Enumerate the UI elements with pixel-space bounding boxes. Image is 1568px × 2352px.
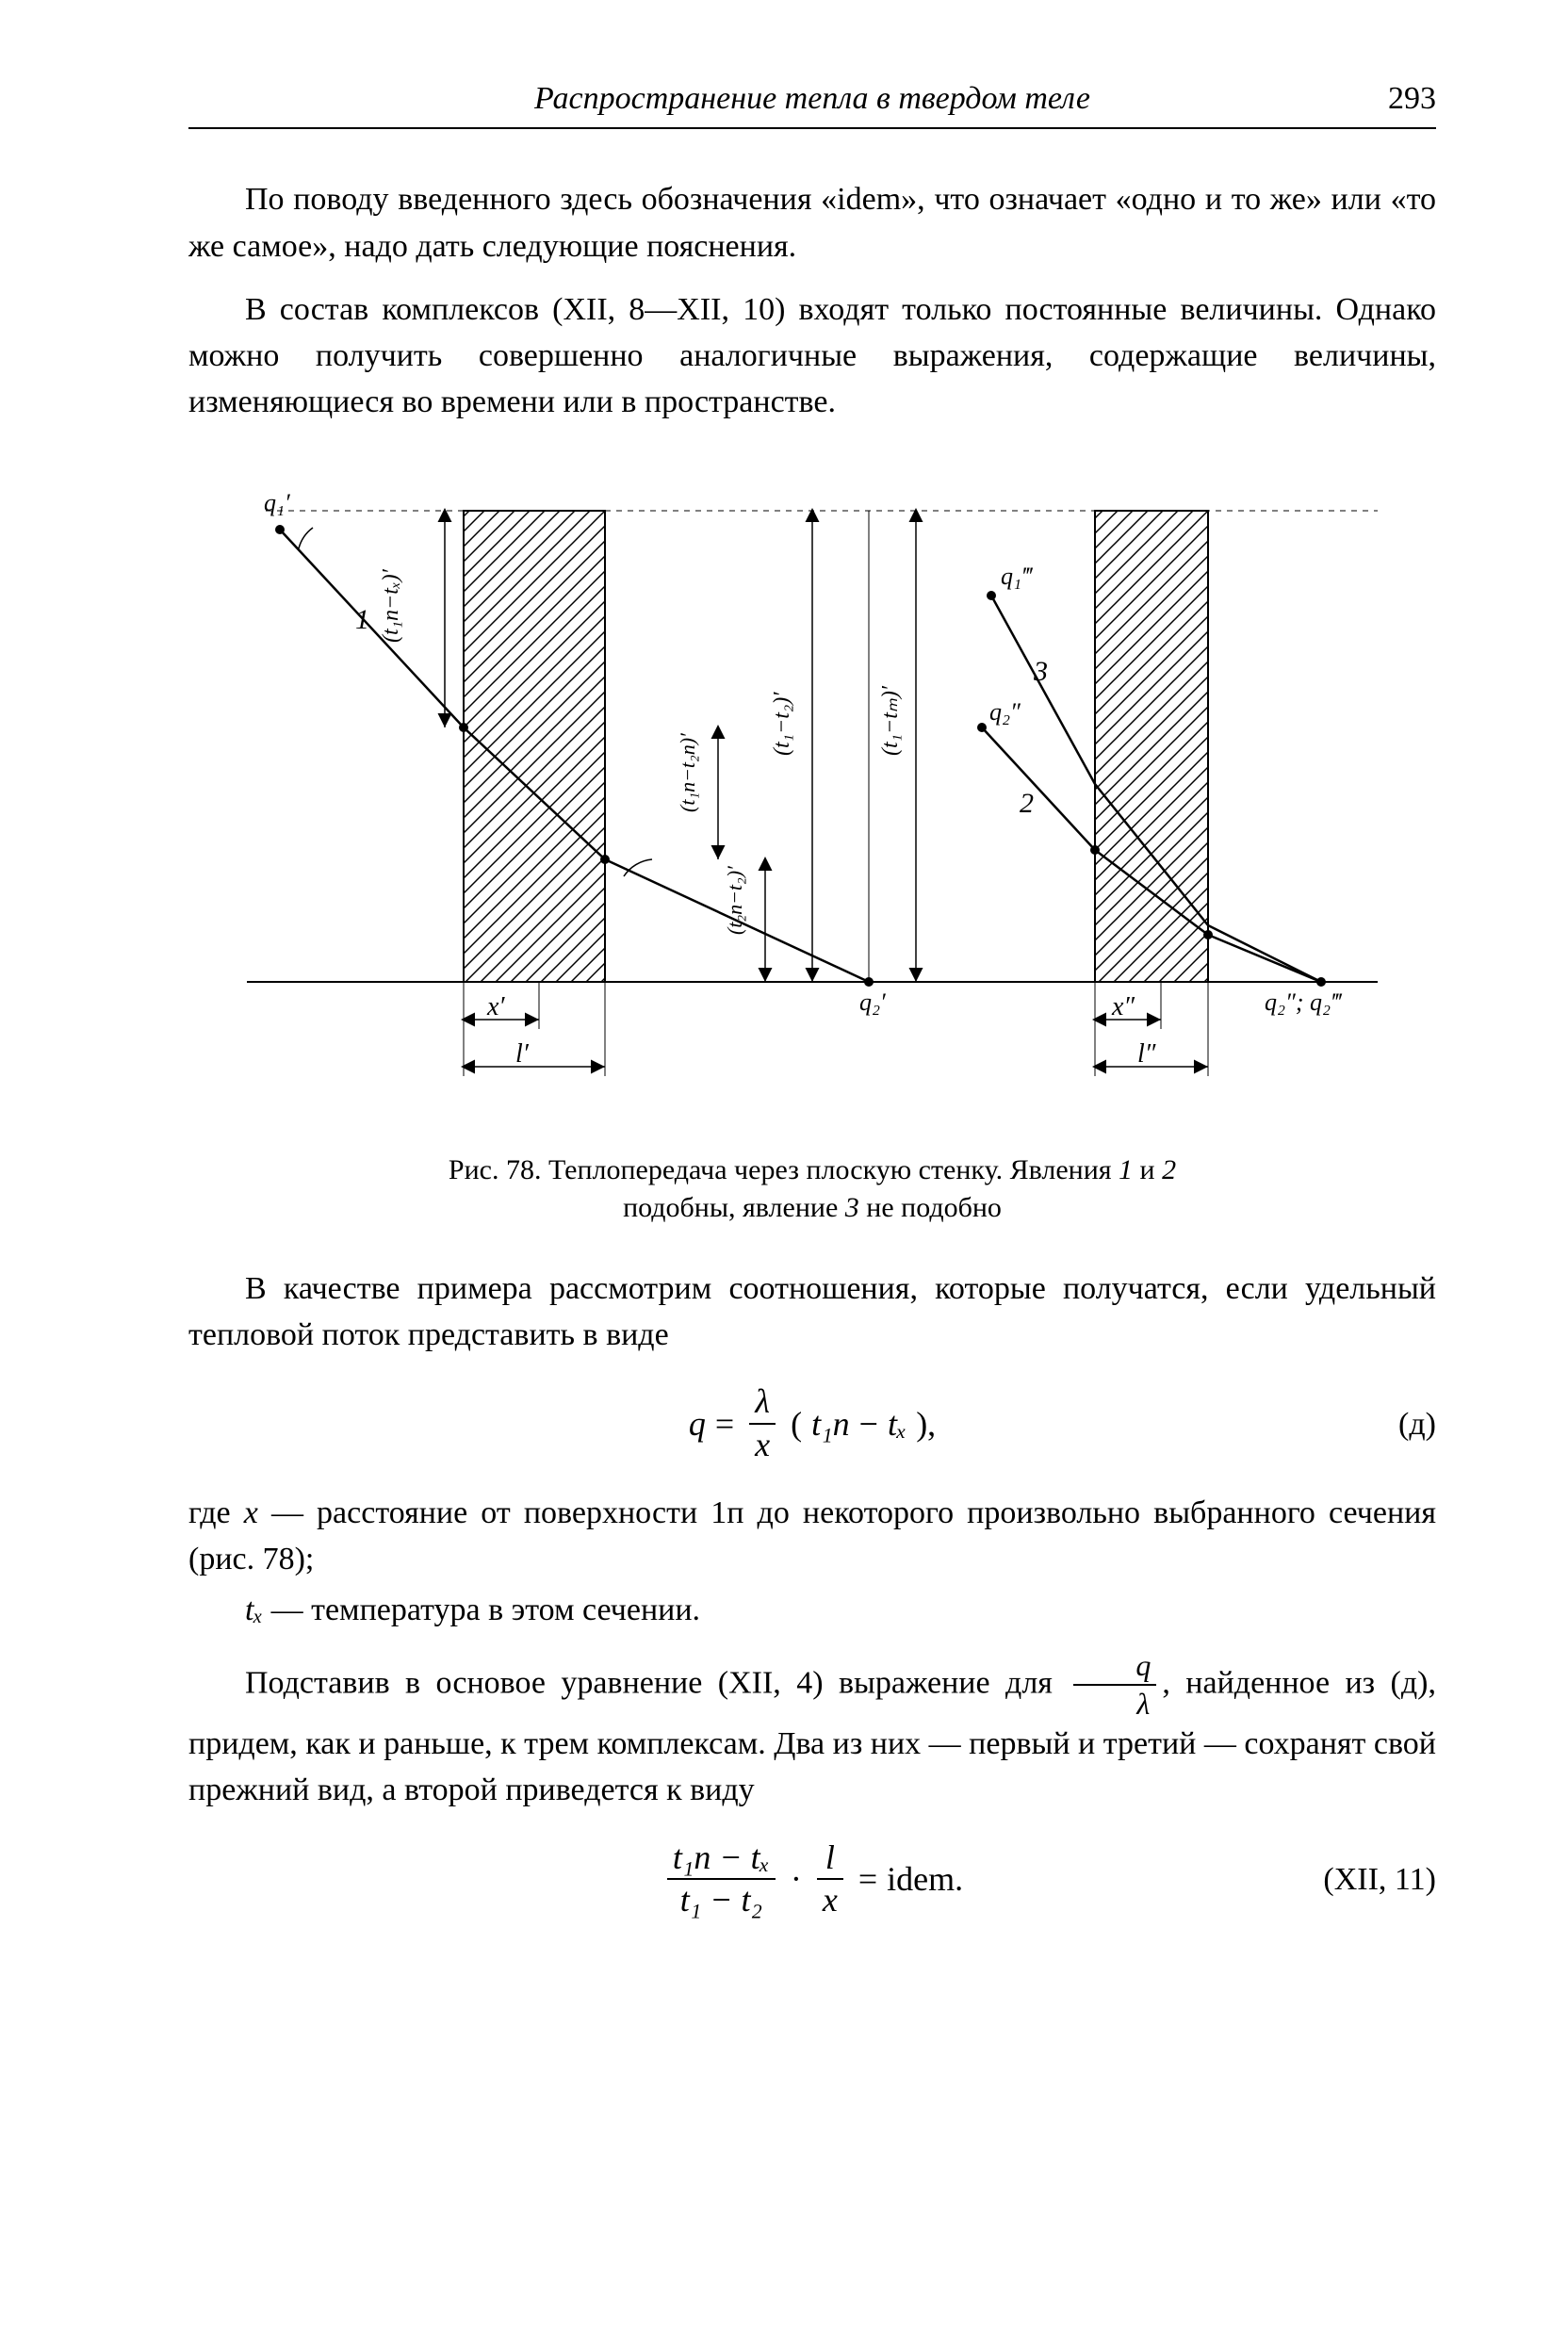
fig-label-lpp: l″	[1137, 1039, 1156, 1069]
eq-d-rhs-open: (	[791, 1399, 802, 1448]
eq-d-label: (д)	[1398, 1401, 1436, 1447]
eq-d-minus: −	[859, 1399, 878, 1448]
fig-label-q2p: q₂′	[859, 988, 886, 1016]
eq11-frac1: t₁п − tₓ t₁ − t₂	[667, 1840, 776, 1919]
figure-78: q₁′ 1 (t₁п−tₓ)′ x′ l′ q₂′ 3	[188, 454, 1436, 1228]
qol-num: q	[1073, 1650, 1156, 1682]
eq-d-t1p: t₁п	[811, 1399, 850, 1448]
eq11-f1-den: t₁ − t₂	[675, 1883, 768, 1919]
page-number: 293	[1323, 75, 1436, 122]
inline-x: x	[244, 1495, 258, 1530]
page-header: Распространение тепла в твердом теле 293	[188, 75, 1436, 129]
qol-den: λ	[1074, 1689, 1155, 1721]
fig-label-q2-bot: q₂″; q₂‴	[1265, 988, 1343, 1016]
eq11-f1-num: t₁п − tₓ	[667, 1840, 776, 1876]
header-title: Распространение тепла в твердом теле	[302, 75, 1323, 122]
inline-tx: tₓ	[245, 1592, 263, 1627]
paragraph-6: Подставив в основое уравнение (XII, 4) в…	[188, 1650, 1436, 1814]
fig-label-xpp: x″	[1111, 992, 1135, 1021]
fig-label-xprime: x′	[486, 992, 505, 1021]
fig-label-line1: 1	[355, 604, 369, 635]
p4-b: — расстояние от поверхности 1п до некото…	[188, 1495, 1436, 1576]
eq11-eq: =	[858, 1854, 877, 1903]
fig-label-q2ppp-top: q₁‴	[1001, 563, 1034, 590]
equation-d: q = λ x (t₁п − tₓ), (д)	[188, 1384, 1436, 1463]
fig-label-t1p-tx: (t₁п−tₓ)′	[379, 568, 403, 643]
eq-d-frac-num: λ	[749, 1384, 776, 1420]
fig-label-q1p: q₁′	[264, 489, 290, 516]
caption-num1: 1	[1119, 1154, 1133, 1185]
fig-label-t2p-t2: (t₂п−t₂)′	[723, 865, 746, 935]
fig-label-line2: 2	[1020, 788, 1034, 819]
eq11-frac2: l x	[817, 1840, 843, 1919]
fig-label-t1p-t2p: (t₁п−t₂п)′	[676, 732, 699, 812]
fig-label-line3: 3	[1033, 656, 1048, 687]
paragraph-3: В качестве примера рассмотрим соотношени…	[188, 1266, 1436, 1359]
p5-b: — температура в этом сечении.	[263, 1592, 700, 1627]
eq-d-lhs: q	[689, 1399, 706, 1448]
fig-label-q2pp: q₂″	[989, 698, 1021, 726]
figure-78-diagram: q₁′ 1 (t₁п−tₓ)′ x′ l′ q₂′ 3	[209, 454, 1415, 1133]
eq11-f2-num: l	[820, 1840, 841, 1876]
eq11-dot: ·	[791, 1854, 802, 1903]
caption-text-b: и	[1133, 1154, 1162, 1185]
eq-d-eq: =	[715, 1399, 734, 1448]
caption-num3: 3	[845, 1192, 859, 1223]
p6-a: Подставив в основое уравнение (XII, 4) в…	[245, 1665, 1068, 1700]
p4-a: где	[188, 1495, 244, 1530]
caption-text-a: Рис. 78. Теплопередача через плоскую сте…	[449, 1154, 1119, 1185]
caption-text-c: подобны, явление	[623, 1192, 845, 1223]
fig-label-t1-tm: (t₁−tₘ)′	[878, 685, 903, 756]
paragraph-2: В состав комплексов (XII, 8—XII, 10) вхо…	[188, 286, 1436, 426]
eq-d-frac-den: x	[749, 1428, 776, 1463]
eq11-f2-den: x	[817, 1883, 843, 1919]
eq-d-rhs-close: ),	[916, 1399, 936, 1448]
equation-xii-11: t₁п − tₓ t₁ − t₂ · l x = idem. (XII, 11)	[188, 1840, 1436, 1919]
eq-d-frac: λ x	[749, 1384, 776, 1463]
eq11-idem: idem.	[887, 1854, 963, 1903]
paragraph-5: tₓ — температура в этом сечении.	[188, 1587, 1436, 1633]
caption-text-d: не подобно	[859, 1192, 1002, 1223]
paragraph-4: где x — расстояние от поверхности 1п до …	[188, 1490, 1436, 1583]
caption-num2: 2	[1162, 1154, 1176, 1185]
page: Распространение тепла в твердом теле 293…	[0, 0, 1568, 2352]
paragraph-1: По поводу введенного здесь обозначения «…	[188, 176, 1436, 270]
eq11-label: (XII, 11)	[1323, 1856, 1436, 1903]
figure-78-caption: Рис. 78. Теплопередача через плоскую сте…	[294, 1152, 1331, 1228]
inline-q-over-lambda: q λ	[1073, 1650, 1156, 1721]
fig-label-t1-t2: (t₁−t₂)′	[770, 692, 794, 756]
eq-d-tx: tₓ	[888, 1399, 906, 1448]
fig-label-lprime: l′	[515, 1039, 530, 1069]
